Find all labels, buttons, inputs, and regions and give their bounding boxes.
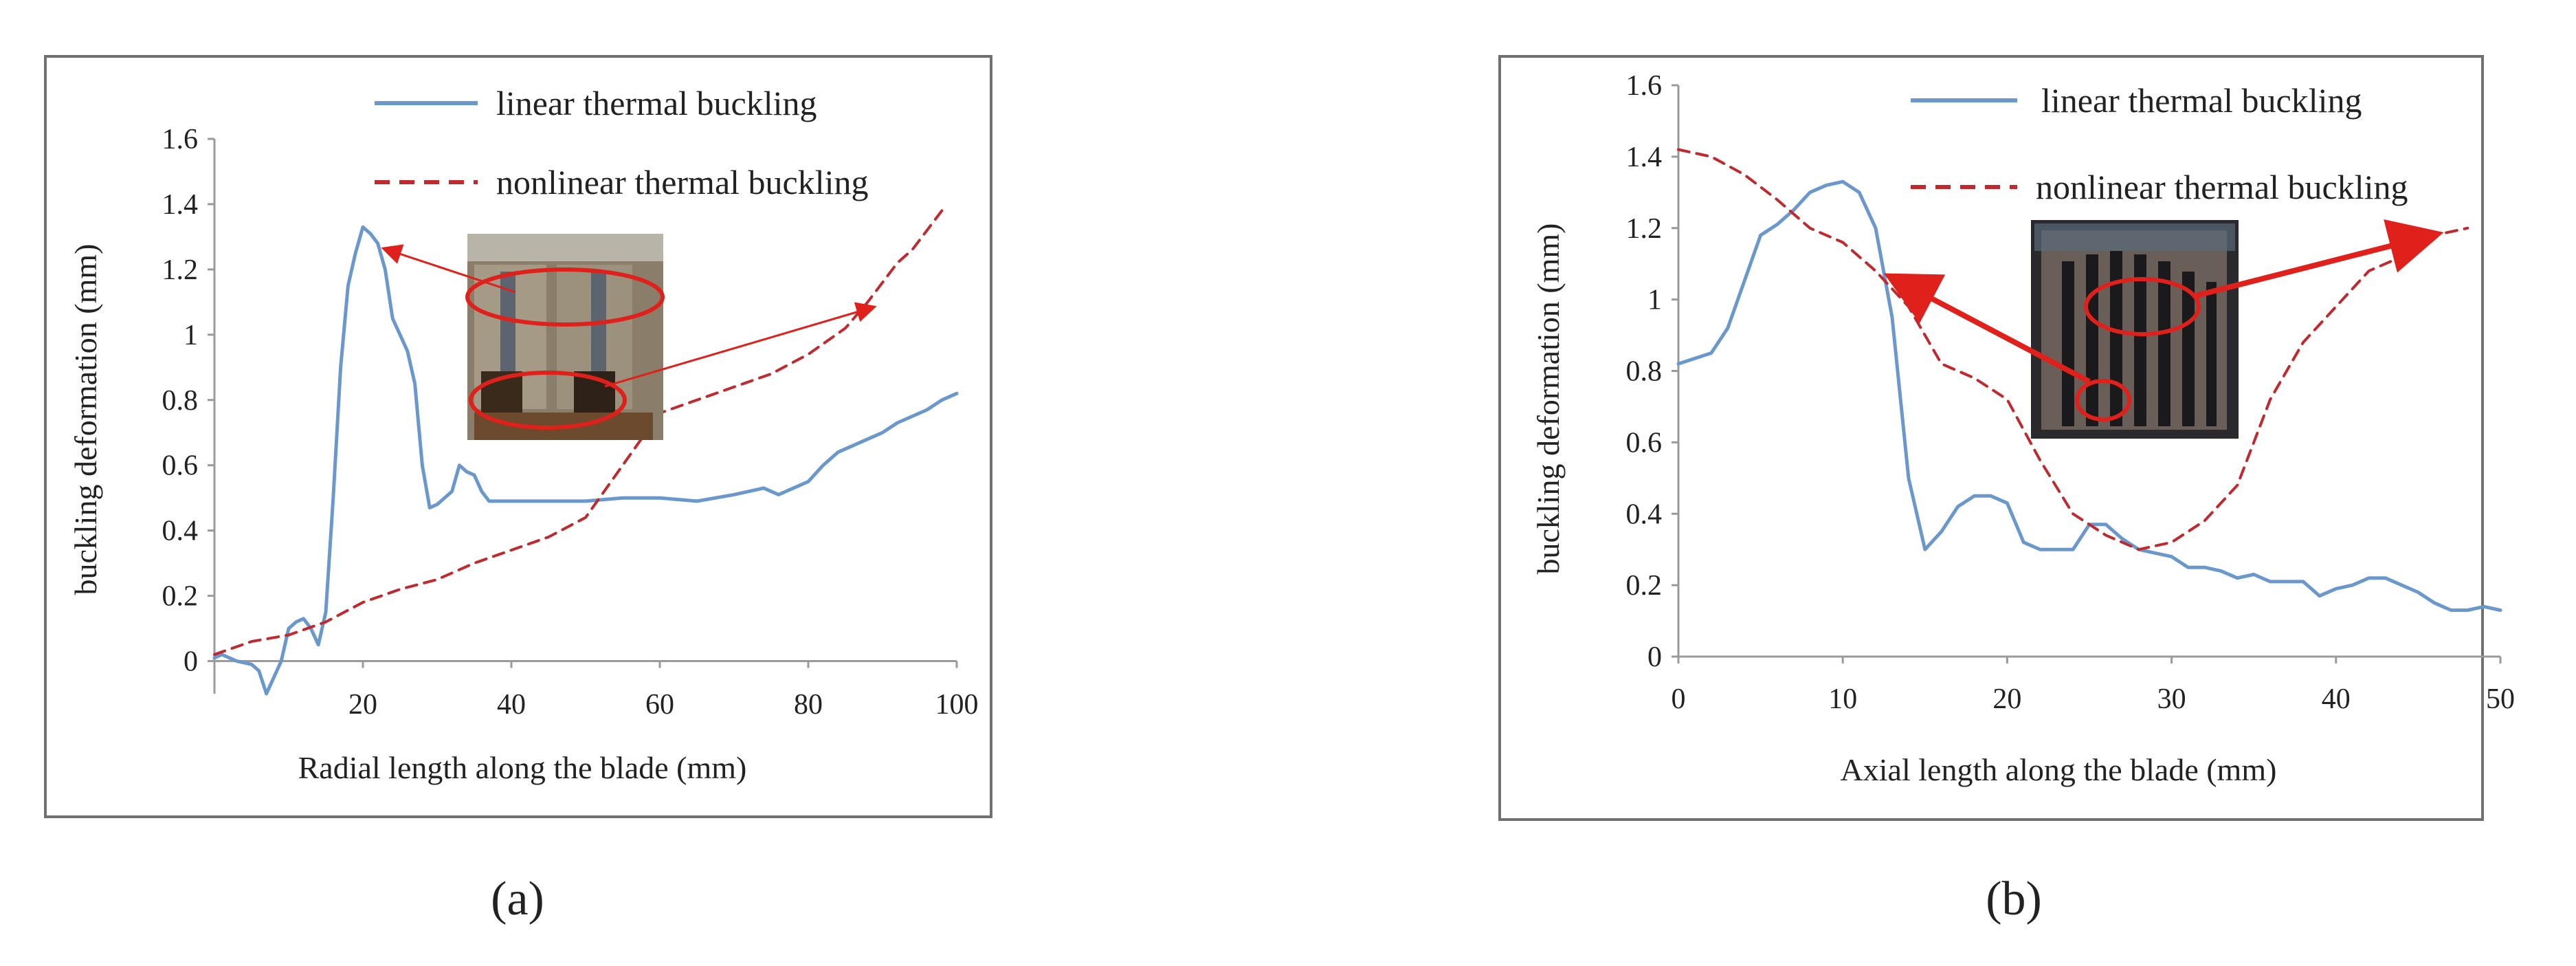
- chart-a-legend-nonlinear-label: nonlinear thermal buckling: [496, 163, 869, 201]
- chart-a-ytick-label: 1.4: [162, 189, 199, 221]
- chart-a-ytick-label: 0: [184, 646, 198, 678]
- chart-b-xtick-label: 30: [2157, 683, 2186, 715]
- chart-a-ytick-label: 0.4: [162, 516, 199, 547]
- chart-b-xtick-label: 10: [1828, 683, 1857, 715]
- chart-b-series-nonlinear-line: [1677, 148, 2469, 551]
- chart-b-xtick-label: 20: [1992, 683, 2021, 715]
- chart-b-xtick-label: 50: [2486, 683, 2515, 715]
- chart-b-arrow-linear: [1883, 273, 2091, 384]
- chart-a-xtick-label: 20: [348, 689, 377, 721]
- chart-b-ytick-label: 0: [1647, 641, 1662, 673]
- chart-a-xtick-label: 100: [935, 689, 979, 721]
- chart-a-xlabel: Radial length along the blade (mm): [298, 750, 747, 785]
- chart-b-ytick-label: 1.4: [1626, 142, 1663, 173]
- chart-b-ytick-label: 0.6: [1626, 427, 1663, 459]
- chart-b-xtick-label: 40: [2322, 683, 2351, 715]
- chart-a-ytick-label: 1: [184, 320, 198, 351]
- chart-a-xtick-label: 80: [794, 689, 823, 721]
- chart-a-ytick-label: 0.8: [162, 385, 199, 417]
- chart-a-arrow-linear: [381, 244, 516, 294]
- chart-a-ytick-label: 0.6: [162, 450, 199, 482]
- caption-a: (a): [491, 872, 544, 925]
- chart-a-xtick-label: 60: [645, 689, 674, 721]
- chart-b-arrow-nonlinear: [2195, 219, 2444, 298]
- chart-b-series-linear-line: [1676, 179, 2502, 612]
- chart-b-frame: [1498, 55, 2484, 821]
- chart-a-series-linear-line: [212, 225, 959, 696]
- chart-b-xlabel: Axial length along the blade (mm): [1841, 752, 2277, 787]
- chart-b-xtick-label: 0: [1672, 683, 1686, 715]
- chart-a-frame: [44, 55, 992, 818]
- chart-a-ytick-label: 1.2: [162, 254, 199, 286]
- chart-a-axes: 0 0.2 0.4 0.6 0.8 1 1.2 1.4 1.6 20 40 60 80 100: [162, 124, 979, 721]
- chart-b-ytick-label: 1.2: [1626, 213, 1663, 245]
- chart-b-ytick-label: 0.2: [1626, 570, 1663, 602]
- chart-a-legend-linear-label: linear thermal buckling: [496, 84, 817, 122]
- chart-b-ylabel: buckling deformation (mm): [1531, 223, 1566, 575]
- chart-b-series: [1676, 148, 2502, 612]
- chart-b-legend-nonlinear-label: nonlinear thermal buckling: [2036, 168, 2408, 206]
- chart-b-legend: linear thermal buckling nonlinear therma…: [1911, 81, 2408, 206]
- chart-b-ytick-label: 0.8: [1626, 356, 1663, 388]
- chart-a-legend: linear thermal buckling nonlinear therma…: [375, 84, 869, 201]
- caption-b: (b): [1986, 872, 2042, 925]
- chart-b-inset-photo: [2031, 220, 2239, 439]
- chart-b-axes: 0 0.2 0.4 0.6 0.8 1 1.2 1.4 1.6 0 10 20 30 40 50: [1626, 70, 2516, 715]
- chart-a-ytick-label: 1.6: [162, 124, 199, 155]
- chart-a-ylabel: buckling deformation (mm): [68, 244, 103, 595]
- chart-a-arrow-nonlinear: [604, 302, 877, 388]
- chart-a: 0 0.2 0.4 0.6 0.8 1 1.2 1.4 1.6 20 40 60 80 100 linea…: [44, 55, 992, 818]
- chart-b-ytick-label: 0.4: [1626, 498, 1663, 530]
- chart-a-ytick-label: 0.2: [162, 581, 199, 613]
- chart-b-ytick-label: 1.6: [1626, 70, 1663, 102]
- chart-b: 0 0.2 0.4 0.6 0.8 1 1.2 1.4 1.6 0 10 20 30 40 50 linea…: [1498, 55, 2516, 821]
- chart-b-legend-linear-label: linear thermal buckling: [2041, 81, 2362, 120]
- chart-a-xtick-label: 40: [497, 689, 526, 721]
- chart-b-ytick-label: 1: [1647, 285, 1662, 316]
- chart-a-inset-photo: [465, 234, 665, 440]
